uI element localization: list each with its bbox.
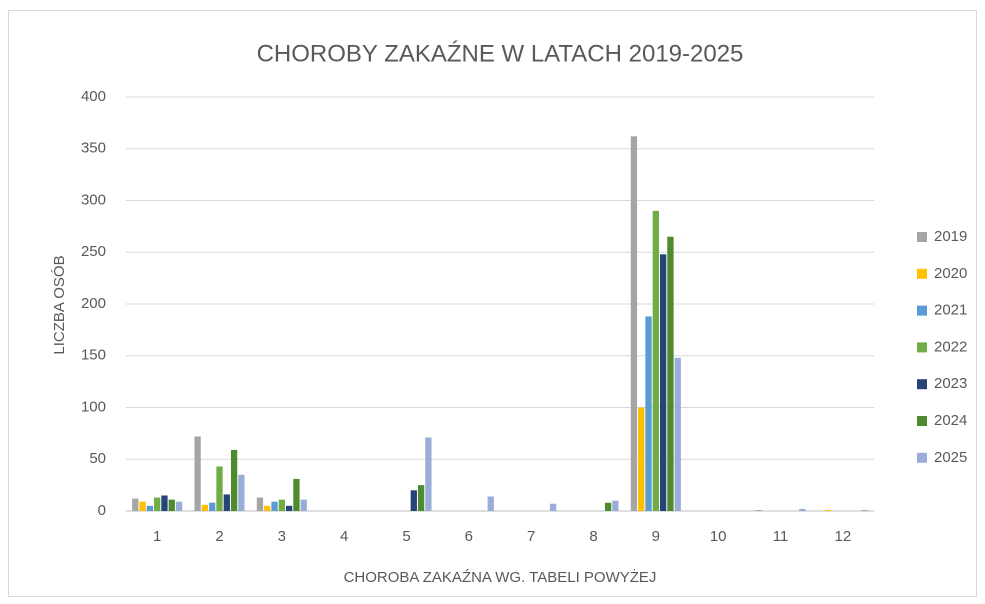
legend-label: 2025 (934, 449, 967, 466)
bar (146, 505, 154, 511)
legend-swatch (917, 342, 927, 353)
bar (799, 508, 806, 511)
bar (630, 136, 638, 511)
x-tick-label: 4 (340, 528, 348, 545)
y-tick-label: 200 (81, 295, 106, 312)
legend-swatch (917, 232, 927, 242)
y-tick-label: 150 (81, 347, 106, 364)
y-tick-label: 0 (98, 502, 106, 519)
y-tick-label: 300 (81, 191, 106, 208)
bar (487, 496, 494, 511)
x-tick-label: 10 (710, 528, 727, 545)
bar (216, 466, 223, 511)
bar (139, 501, 146, 511)
bar (674, 357, 681, 511)
bar (417, 485, 425, 511)
x-tick-label: 6 (465, 528, 473, 545)
legend-label: 2021 (934, 302, 967, 319)
y-tick-label: 50 (89, 450, 106, 467)
bar (209, 502, 216, 511)
bar (659, 254, 667, 511)
bar (194, 436, 201, 511)
bar (293, 478, 300, 511)
bar (612, 500, 619, 511)
chart-title: CHOROBY ZAKAŹNE W LATACH 2019-2025 (257, 40, 744, 67)
bar (230, 449, 238, 511)
bar (652, 210, 659, 511)
bar (223, 494, 230, 511)
bar (755, 509, 762, 511)
bar (278, 499, 285, 511)
bar (861, 509, 868, 511)
y-axis-title: LICZBA OSÓB (51, 255, 68, 354)
bar (132, 498, 139, 511)
bar (256, 497, 264, 511)
x-tick-label: 5 (402, 528, 410, 545)
bar (168, 499, 175, 511)
legend-swatch (917, 379, 927, 390)
bar (825, 509, 832, 511)
y-tick-label: 100 (81, 398, 106, 415)
bar (425, 437, 432, 511)
x-axis-title: CHOROBA ZAKAŹNA WG. TABELI POWYŻEJ (344, 568, 657, 586)
bar (638, 407, 645, 511)
bar (300, 499, 307, 511)
y-tick-label: 250 (81, 243, 106, 260)
bar (161, 495, 168, 511)
x-tick-label: 2 (215, 528, 223, 545)
bar (264, 505, 271, 511)
legend-label: 2023 (934, 375, 967, 392)
y-tick-label: 400 (81, 88, 106, 105)
bar (175, 501, 183, 511)
bar (238, 474, 245, 511)
legend-label: 2019 (934, 228, 967, 245)
bar (285, 505, 293, 511)
bar (667, 236, 674, 511)
bar (645, 316, 652, 511)
y-tick-label: 350 (81, 140, 106, 157)
x-tick-label: 11 (773, 528, 789, 545)
bar (410, 490, 417, 511)
bar (201, 504, 209, 511)
legend-label: 2024 (934, 412, 967, 429)
x-tick-label: 12 (834, 528, 851, 545)
x-tick-label: 9 (652, 528, 660, 545)
x-tick-label: 1 (153, 528, 161, 545)
bar (604, 502, 612, 511)
bar (549, 503, 557, 511)
legend-swatch (917, 416, 927, 426)
legend-swatch (917, 305, 927, 316)
legend-label: 2022 (934, 338, 967, 355)
legend-label: 2020 (934, 265, 967, 282)
x-tick-label: 8 (589, 528, 597, 545)
x-tick-label: 3 (278, 528, 286, 545)
bar (154, 497, 161, 511)
x-tick-label: 7 (527, 528, 535, 545)
bar (271, 501, 278, 511)
legend-swatch (917, 268, 927, 279)
legend-swatch (917, 452, 927, 463)
